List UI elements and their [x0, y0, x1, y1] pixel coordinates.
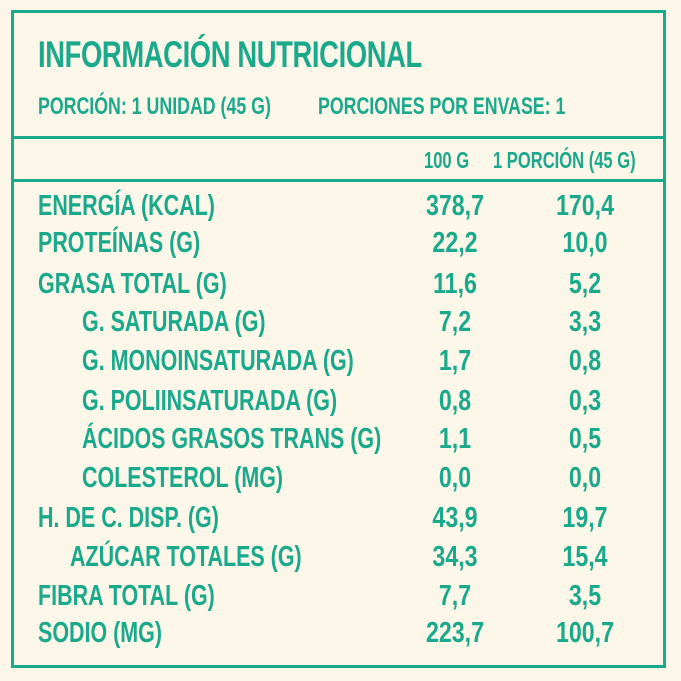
value-per-portion: 0,3	[568, 385, 602, 417]
value-per-portion: 100,7	[555, 617, 615, 649]
nutrient-label: FIBRA TOTAL (G)	[38, 580, 215, 612]
value-per-portion: 10,0	[562, 227, 608, 259]
nutrient-label: AZÚCAR TOTALES (G)	[70, 541, 302, 573]
value-per-100g: 1,1	[438, 423, 472, 455]
value-per-100g: 22,2	[432, 227, 478, 259]
portions-per-package: PORCIONES POR ENVASE: 1	[318, 93, 566, 120]
header-divider	[11, 136, 666, 139]
column-header-portion: 1 PORCIÓN (45 G)	[493, 147, 636, 173]
value-per-100g: 0,8	[438, 385, 472, 417]
nutrient-label: ENERGÍA (KCAL)	[38, 190, 215, 222]
value-per-portion: 0,0	[568, 462, 602, 494]
nutrient-row-fiber: FIBRA TOTAL (G) 7,7 3,5	[0, 580, 681, 617]
portion-size: PORCIÓN: 1 UNIDAD (45 G)	[38, 93, 271, 120]
column-header-divider	[11, 179, 666, 182]
value-per-100g: 34,3	[432, 541, 478, 573]
nutrient-row-saturated-fat: G. SATURADA (G) 7,2 3,3	[0, 306, 681, 343]
value-per-portion: 3,3	[568, 306, 602, 338]
nutrient-label: SODIO (MG)	[38, 617, 162, 649]
nutrient-label: H. DE C. DISP. (G)	[38, 502, 219, 534]
nutrient-label: G. MONOINSATURADA (G)	[82, 345, 354, 377]
nutrient-row-energy: ENERGÍA (KCAL) 378,7 170,4	[0, 190, 681, 227]
value-per-portion: 3,5	[568, 580, 602, 612]
nutrient-row-protein: PROTEÍNAS (G) 22,2 10,0	[0, 227, 681, 264]
nutrient-label: G. SATURADA (G)	[82, 306, 266, 338]
nutrient-row-cholesterol: COLESTEROL (MG) 0,0 0,0	[0, 462, 681, 499]
value-per-100g: 378,7	[425, 190, 485, 222]
nutrition-panel	[11, 10, 666, 668]
value-per-100g: 11,6	[433, 268, 477, 300]
nutrient-row-polyunsaturated-fat: G. POLIINSATURADA (G) 0,8 0,3	[0, 385, 681, 422]
value-per-100g: 1,7	[438, 345, 472, 377]
nutrient-row-carbohydrates: H. DE C. DISP. (G) 43,9 19,7	[0, 502, 681, 539]
nutrient-label: G. POLIINSATURADA (G)	[82, 385, 338, 417]
nutrient-label: PROTEÍNAS (G)	[38, 227, 201, 259]
value-per-100g: 7,2	[438, 306, 472, 338]
nutrient-row-trans-fat: ÁCIDOS GRASOS TRANS (G) 1,1 0,5	[0, 423, 681, 460]
value-per-portion: 0,5	[568, 423, 602, 455]
value-per-100g: 0,0	[438, 462, 472, 494]
value-per-portion: 170,4	[555, 190, 615, 222]
value-per-100g: 7,7	[438, 580, 472, 612]
nutrient-row-total-sugars: AZÚCAR TOTALES (G) 34,3 15,4	[0, 541, 681, 578]
nutrient-label: GRASA TOTAL (G)	[38, 268, 227, 300]
panel-title: INFORMACIÓN NUTRICIONAL	[38, 34, 422, 75]
nutrient-label: COLESTEROL (MG)	[82, 462, 284, 494]
column-header-100g: 100 G	[424, 147, 470, 173]
nutrient-row-monounsaturated-fat: G. MONOINSATURADA (G) 1,7 0,8	[0, 345, 681, 382]
nutrient-row-sodium: SODIO (MG) 223,7 100,7	[0, 617, 681, 654]
value-per-portion: 15,4	[562, 541, 608, 573]
value-per-portion: 0,8	[568, 345, 602, 377]
value-per-100g: 43,9	[432, 502, 478, 534]
value-per-portion: 5,2	[568, 268, 602, 300]
value-per-100g: 223,7	[425, 617, 485, 649]
nutrient-label: ÁCIDOS GRASOS TRANS (G)	[82, 423, 382, 455]
value-per-portion: 19,7	[562, 502, 608, 534]
nutrient-row-total-fat: GRASA TOTAL (G) 11,6 5,2	[0, 268, 681, 305]
